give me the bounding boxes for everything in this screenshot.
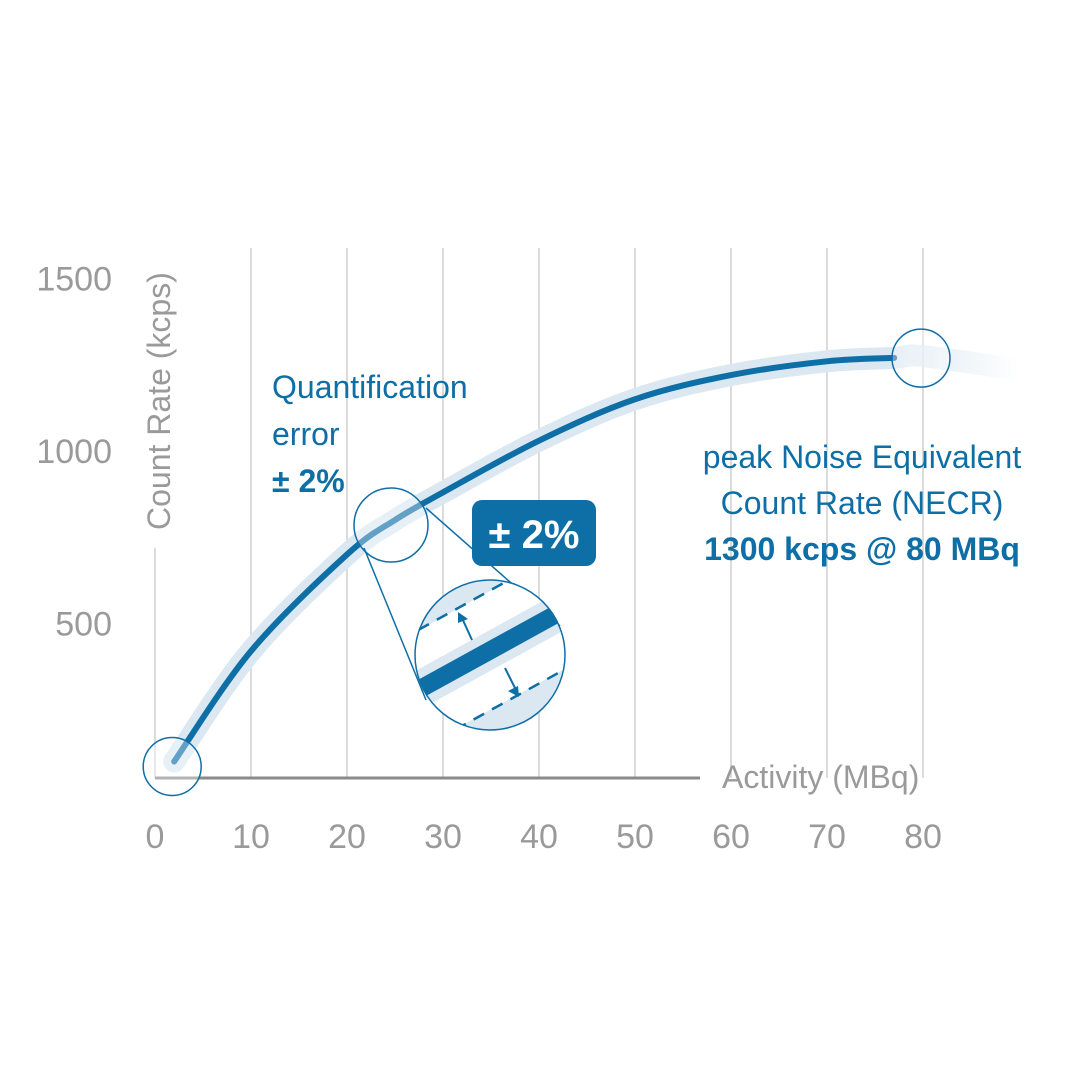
necr-curve <box>171 354 898 765</box>
zoom-connector-left <box>363 547 427 701</box>
y-tick-500: 500 <box>55 606 112 644</box>
x-tick-70: 70 <box>808 818 846 856</box>
x-tick-0: 0 <box>146 818 165 856</box>
peak-point-marker <box>891 328 951 388</box>
zoom-source-marker <box>353 487 429 563</box>
y-tick-1000: 1000 <box>36 433 112 471</box>
quant-line-3: ± 2% <box>272 463 345 499</box>
x-tick-40: 40 <box>520 818 558 856</box>
peak-line-3: 1300 kcps @ 80 MBq <box>704 531 1020 567</box>
vertical-gridlines <box>154 248 924 778</box>
x-tick-30: 30 <box>424 818 462 856</box>
x-tick-60: 60 <box>712 818 750 856</box>
peak-line-1: peak Noise Equivalent <box>703 439 1022 475</box>
x-axis-label: Activity (MBq) <box>722 759 919 795</box>
error-badge: ± 2% <box>472 500 596 566</box>
y-tick-labels: 500 1000 1500 <box>36 261 112 644</box>
y-axis-label: Count Rate (kcps) <box>141 272 177 530</box>
peak-line-2: Count Rate (NECR) <box>721 485 1004 521</box>
y-tick-1500: 1500 <box>36 261 112 299</box>
x-tick-labels: 0 10 20 30 40 50 60 70 80 <box>146 818 942 856</box>
start-point-marker <box>142 736 202 797</box>
badge-label: ± 2% <box>489 513 580 557</box>
x-tick-80: 80 <box>904 818 942 856</box>
x-tick-20: 20 <box>328 818 366 856</box>
x-tick-50: 50 <box>616 818 654 856</box>
quant-line-2: error <box>272 416 340 452</box>
x-tick-10: 10 <box>232 818 270 856</box>
zoom-inset <box>414 579 566 731</box>
quant-line-1: Quantification <box>272 369 468 405</box>
